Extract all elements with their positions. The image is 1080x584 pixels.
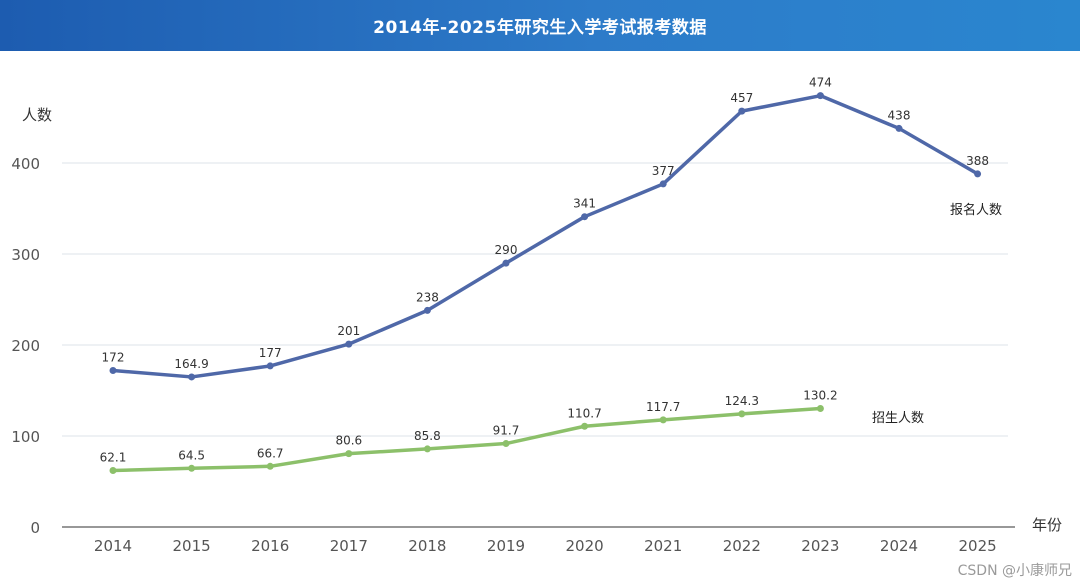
x-tick-label: 2022 (723, 537, 761, 555)
data-label: 62.1 (100, 450, 127, 464)
data-label: 474 (809, 76, 832, 90)
x-tick-label: 2020 (566, 537, 604, 555)
x-tick-label: 2016 (251, 537, 289, 555)
x-tick-label: 2015 (173, 537, 211, 555)
y-tick-label: 200 (11, 337, 40, 355)
data-label: 388 (966, 154, 989, 168)
data-label: 290 (495, 243, 518, 257)
data-point (816, 92, 824, 100)
data-point (581, 213, 589, 221)
data-point (109, 366, 117, 374)
data-label: 457 (730, 91, 753, 105)
data-point (188, 373, 196, 381)
data-label: 64.5 (178, 448, 205, 462)
data-label: 66.7 (257, 446, 284, 460)
data-label: 80.6 (335, 434, 362, 448)
y-tick-label: 400 (11, 155, 40, 173)
x-tick-label: 2024 (880, 537, 918, 555)
y-axis-title: 人数 (22, 106, 52, 124)
data-label: 238 (416, 290, 439, 304)
data-label: 172 (102, 350, 125, 364)
series-legend-label: 招生人数 (872, 411, 924, 426)
data-point (345, 450, 353, 458)
data-label: 164.9 (174, 357, 208, 371)
x-tick-label: 2018 (408, 537, 446, 555)
data-point (738, 410, 746, 418)
data-label: 91.7 (493, 424, 520, 438)
series-line (111, 406, 823, 473)
watermark: CSDN @小康师兄 (957, 563, 1072, 579)
data-point (109, 466, 117, 474)
data-label: 110.7 (567, 406, 601, 420)
data-point (345, 340, 353, 348)
data-label: 85.8 (414, 429, 441, 443)
chart-header: 2014年-2025年研究生入学考试报考数据 (0, 0, 1080, 51)
data-label: 117.7 (646, 400, 680, 414)
data-label: 177 (259, 346, 282, 360)
data-point (266, 362, 274, 370)
x-tick-label: 2017 (330, 537, 368, 555)
data-label: 438 (888, 108, 911, 122)
data-point (423, 306, 431, 314)
data-point (738, 107, 746, 115)
y-tick-label: 300 (11, 246, 40, 264)
x-tick-label: 2021 (644, 537, 682, 555)
data-point (502, 440, 510, 448)
data-point (974, 170, 982, 178)
data-point (816, 405, 824, 413)
x-tick-label: 2023 (801, 537, 839, 555)
data-label: 124.3 (725, 394, 759, 408)
y-tick-label: 100 (11, 428, 40, 446)
series-legend-label: 报名人数 (950, 202, 1002, 218)
data-point (659, 416, 667, 424)
data-point (188, 464, 196, 472)
data-point (423, 445, 431, 453)
x-axis-title: 年份 (1032, 516, 1062, 534)
data-label: 201 (337, 324, 360, 338)
chart-title: 2014年-2025年研究生入学考试报考数据 (373, 18, 707, 38)
data-point (266, 462, 274, 470)
data-point (581, 422, 589, 430)
data-label: 130.2 (803, 389, 837, 403)
data-label: 341 (573, 197, 596, 211)
x-tick-label: 2014 (94, 537, 132, 555)
data-point (895, 124, 903, 132)
data-point (502, 259, 510, 267)
data-point (659, 180, 667, 188)
y-tick-label: 0 (30, 519, 40, 537)
data-label: 377 (652, 164, 675, 178)
x-tick-label: 2025 (959, 537, 997, 555)
x-tick-label: 2019 (487, 537, 525, 555)
series-line (111, 93, 980, 379)
